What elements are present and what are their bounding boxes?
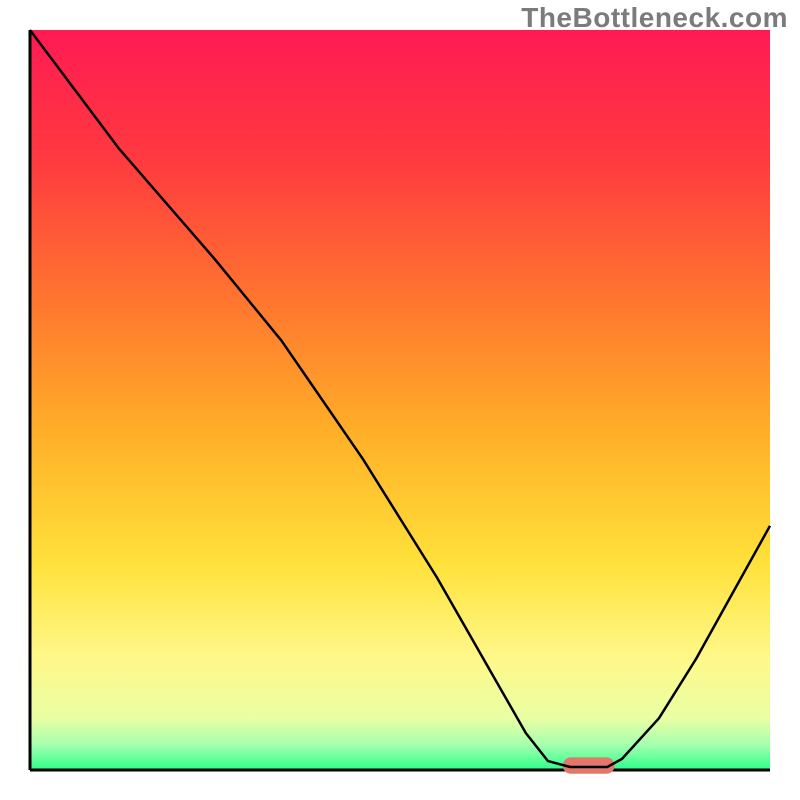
optimal-marker bbox=[563, 757, 615, 773]
watermark-text: TheBottleneck.com bbox=[521, 2, 788, 34]
chart-container: { "watermark": { "text": "TheBottleneck.… bbox=[0, 0, 800, 800]
plot-background bbox=[30, 30, 770, 770]
bottleneck-chart bbox=[0, 0, 800, 800]
